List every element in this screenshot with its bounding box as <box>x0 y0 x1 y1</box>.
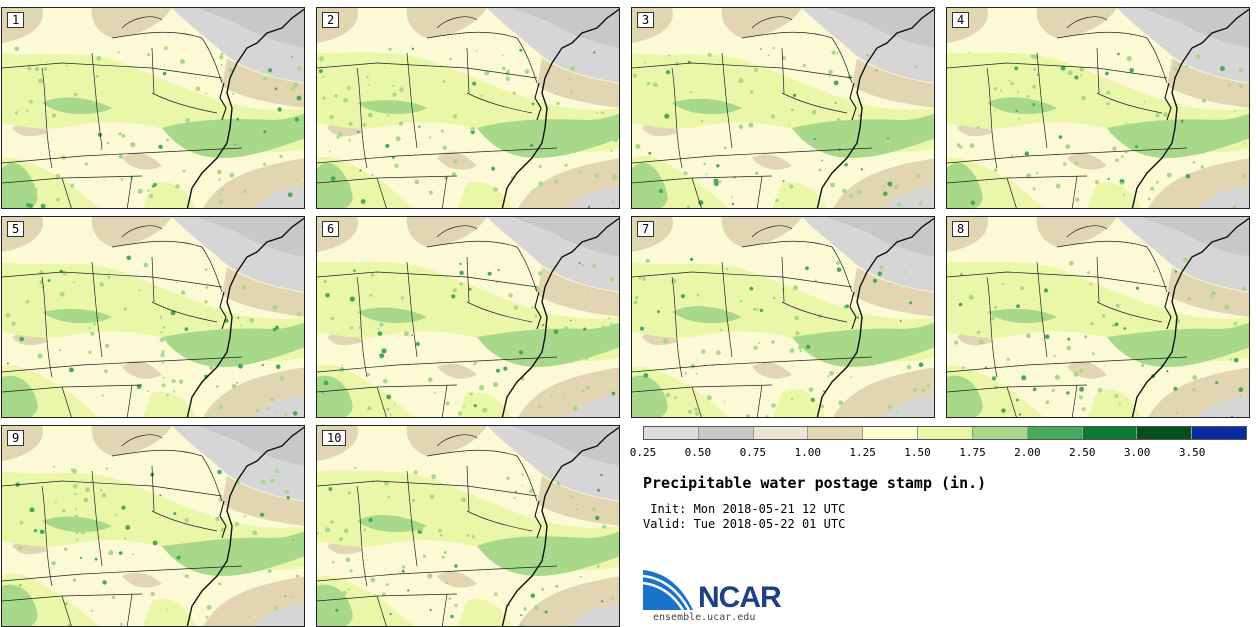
precipitable-water-map <box>2 426 304 626</box>
map-panel: 3 <box>631 7 935 209</box>
panel-label: 2 <box>322 12 340 28</box>
colorbar-segment <box>808 427 864 439</box>
panel-label: 8 <box>952 221 970 237</box>
colorbar-segment <box>698 427 754 439</box>
colorbar-segment <box>918 427 973 439</box>
colorbar-segment <box>1137 427 1193 439</box>
precipitable-water-map <box>632 217 934 417</box>
precipitable-water-map <box>947 8 1249 208</box>
init-time: Init: Mon 2018-05-21 12 UTC <box>643 502 846 516</box>
panel-label: 10 <box>322 430 347 446</box>
colorbar-segment <box>1027 427 1083 439</box>
panel-label: 5 <box>7 221 25 237</box>
map-panel: 9 <box>1 425 305 627</box>
precipitable-water-map <box>2 217 304 417</box>
colorbar-tick-label: 3.00 <box>1123 446 1151 459</box>
panel-label: 6 <box>322 221 340 237</box>
colorbar-tick-label: 1.75 <box>959 446 986 459</box>
panel-label: 4 <box>952 12 970 28</box>
map-panel: 7 <box>631 216 935 418</box>
colorbar-segment <box>863 427 919 439</box>
colorbar-tick-label: 0.75 <box>739 446 767 459</box>
colorbar-segment <box>1082 427 1138 439</box>
precipitable-water-map <box>317 8 619 208</box>
colorbar-tick-label: 3.50 <box>1178 446 1206 459</box>
colorbar-tick-label: 1.00 <box>794 446 821 459</box>
precipitable-water-map <box>317 426 619 626</box>
colorbar-segment <box>753 427 809 439</box>
map-panel: 1 <box>1 7 305 209</box>
colorbar-tick-label: 1.25 <box>849 446 876 459</box>
ncar-logo-text: NCAR <box>698 581 782 614</box>
colorbar-segment <box>1192 427 1246 439</box>
map-panel: 2 <box>316 7 620 209</box>
colorbar-tick-label: 2.50 <box>1069 446 1096 459</box>
colorbar-tick-label: 0.25 <box>629 446 657 459</box>
ncar-url: ensemble.ucar.edu <box>653 612 756 623</box>
precipitable-water-map <box>632 8 934 208</box>
colorbar-ticks: 0.25 0.50 0.75 1.00 1.25 1.50 1.75 2.00 2.50 3.00… <box>630 446 1247 460</box>
panel-label: 3 <box>637 12 655 28</box>
panel-label: 9 <box>7 430 25 446</box>
colorbar-tick-label: 1.50 <box>904 446 931 459</box>
map-panel: 6 <box>316 216 620 418</box>
map-panel: 5 <box>1 216 305 418</box>
panel-label: 1 <box>7 12 25 28</box>
colorbar-tick-label: 2.00 <box>1014 446 1041 459</box>
colorbar <box>643 426 1247 440</box>
colorbar-tick-label: 0.50 <box>684 446 712 459</box>
colorbar-segment <box>644 427 699 439</box>
panel-label: 7 <box>637 221 655 237</box>
map-panel: 10 <box>316 425 620 627</box>
chart-title: Precipitable water postage stamp (in.) <box>643 474 987 492</box>
map-panel: 4 <box>946 7 1250 209</box>
map-panel: 8 <box>946 216 1250 418</box>
precipitable-water-map <box>317 217 619 417</box>
ncar-logo-icon <box>643 570 693 611</box>
valid-time: Valid: Tue 2018-05-22 01 UTC <box>643 517 846 531</box>
precipitable-water-map <box>2 8 304 208</box>
precipitable-water-map <box>947 217 1249 417</box>
colorbar-segment <box>972 427 1028 439</box>
